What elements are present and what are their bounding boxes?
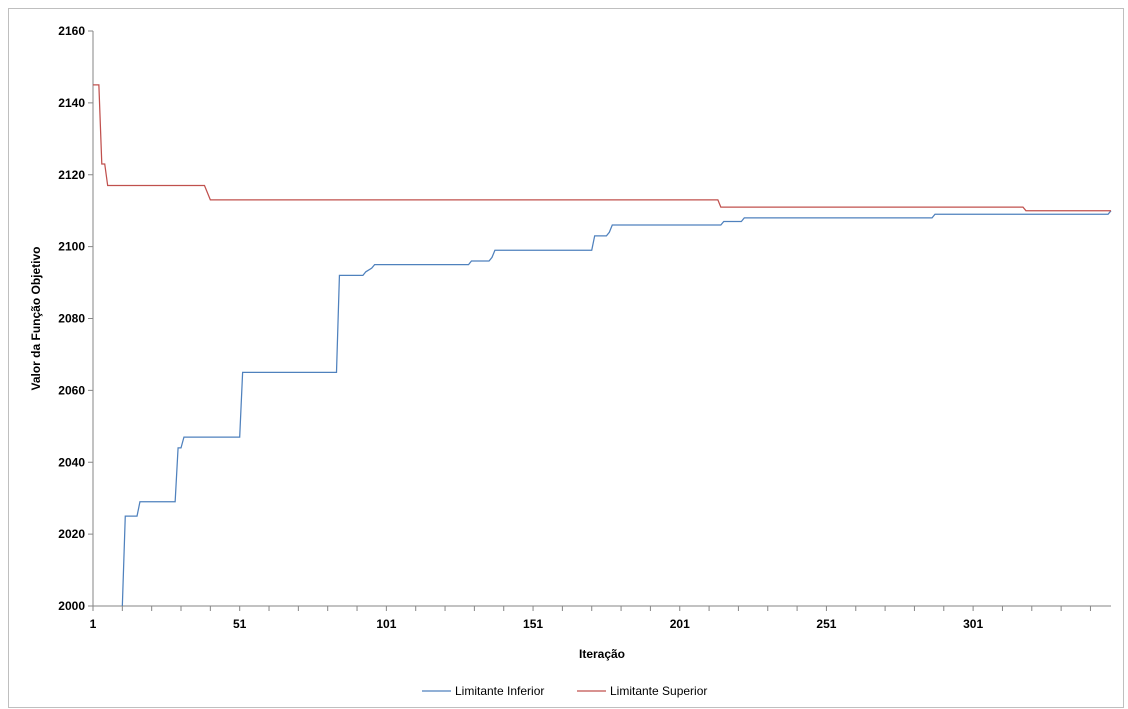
x-tick-label: 1	[90, 617, 97, 631]
x-tick-label: 151	[523, 617, 543, 631]
x-tick-label: 201	[670, 617, 690, 631]
legend: Limitante Inferior Limitante Superior	[422, 684, 707, 698]
y-tick-label: 2060	[58, 383, 85, 397]
y-tick-label: 2120	[58, 168, 85, 182]
x-axis-ticks: 1 51 101 151 201 251 301	[90, 606, 1091, 631]
x-tick-label: 51	[233, 617, 247, 631]
series-group	[93, 84, 1112, 607]
series-line-limitante-superior	[93, 84, 1111, 212]
y-tick-label: 2100	[58, 240, 85, 254]
chart-frame	[8, 8, 1124, 708]
y-tick-label: 2160	[58, 24, 85, 38]
y-tick-label: 2020	[58, 527, 85, 541]
series-line-limitante-inferior	[121, 210, 1112, 607]
y-tick-label: 2080	[58, 312, 85, 326]
y-tick-label: 2040	[58, 455, 85, 469]
x-tick-label: 301	[963, 617, 983, 631]
y-tick-label: 2140	[58, 96, 85, 110]
x-tick-label: 251	[816, 617, 836, 631]
legend-label: Limitante Inferior	[455, 684, 544, 698]
y-axis-ticks: 2000 2020 2040 2060 2080 2100 2120 2140 2160	[58, 24, 93, 613]
x-axis-title: Iteração	[579, 647, 625, 661]
y-tick-label: 2000	[58, 599, 85, 613]
legend-label: Limitante Superior	[610, 684, 707, 698]
y-axis-title: Valor da Função Objetivo	[29, 246, 43, 390]
x-tick-label: 101	[376, 617, 396, 631]
